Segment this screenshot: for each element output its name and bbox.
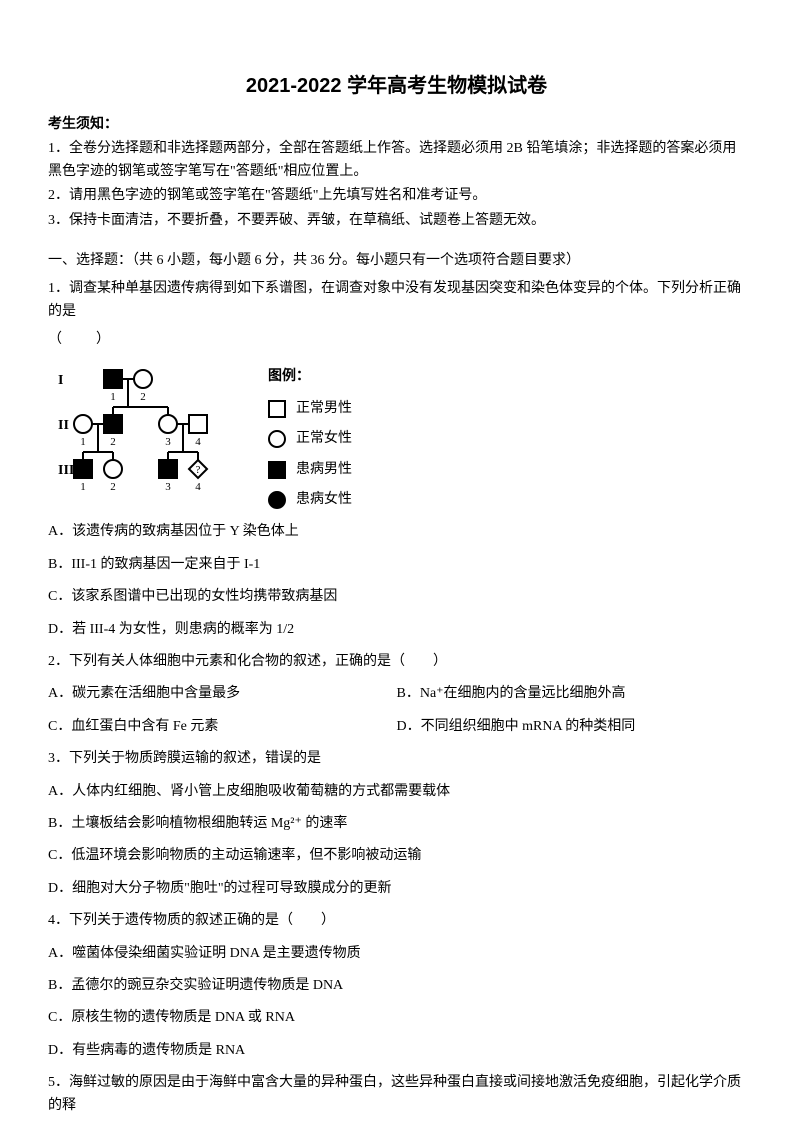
svg-text:2: 2 [110,481,116,492]
q1-option-c: C．该家系图谱中已出现的女性均携带致病基因 [48,586,745,608]
legend-affected-female: 患病女性 [268,489,352,511]
q4-option-a: A．噬菌体侵染细菌实验证明 DNA 是主要遗传物质 [48,943,745,965]
svg-text:3: 3 [165,481,171,492]
instructions-header: 考生须知： [48,114,745,136]
svg-text:1: 1 [80,481,86,492]
q4-option-c: C．原核生物的遗传物质是 DNA 或 RNA [48,1007,745,1029]
instruction-item: 2．请用黑色字迹的钢笔或签字笔在"答题纸"上先填写姓名和准考证号。 [48,185,745,207]
svg-text:2: 2 [140,391,146,403]
page-title: 2021-2022 学年高考生物模拟试卷 [48,70,745,102]
svg-text:1: 1 [110,391,116,403]
svg-text:4: 4 [195,436,201,448]
q3-option-c: C．低温环境会影响物质的主动运输速率，但不影响被动运输 [48,845,745,867]
q5-stem: 5．海鲜过敏的原因是由于海鲜中富含大量的异种蛋白，这些异种蛋白直接或间接地激活免… [48,1072,745,1117]
circle-filled-icon [268,491,286,509]
legend-label: 正常女性 [296,428,352,450]
legend-affected-male: 患病男性 [268,459,352,481]
legend-normal-male: 正常男性 [268,398,352,420]
svg-text:4: 4 [195,481,201,492]
q2-option-d: D．不同组织细胞中 mRNA 的种类相同 [397,716,746,738]
legend-label: 患病女性 [296,489,352,511]
instruction-item: 3．保持卡面清洁，不要折叠，不要弄破、弄皱，在草稿纸、试题卷上答题无效。 [48,210,745,232]
legend-label: 患病男性 [296,459,352,481]
section-intro: 一、选择题：（共 6 小题，每小题 6 分，共 36 分。每小题只有一个选项符合… [48,250,745,272]
pedigree-legend: 图例： 正常男性 正常女性 患病男性 患病女性 [268,362,352,512]
svg-text:?: ? [196,464,201,476]
square-filled-icon [268,461,286,479]
q3-option-d: D．细胞对大分子物质"胞吐"的过程可导致膜成分的更新 [48,878,745,900]
q4-option-b: B．孟德尔的豌豆杂交实验证明遗传物质是 DNA [48,975,745,997]
pedigree-figure: I II III 1 2 1 2 3 4 1 2 [58,362,745,512]
legend-label: 正常男性 [296,398,352,420]
q2-option-a: A．碳元素在活细胞中含量最多 [48,683,397,705]
svg-text:1: 1 [80,436,86,448]
q1-option-b: B．III-1 的致病基因一定来自于 I-1 [48,554,745,576]
instructions-block: 考生须知： 1．全卷分选择题和非选择题两部分，全部在答题纸上作答。选择题必须用 … [48,114,745,232]
q3-option-a: A．人体内红细胞、肾小管上皮细胞吸收葡萄糖的方式都需要载体 [48,781,745,803]
legend-normal-female: 正常女性 [268,428,352,450]
legend-title: 图例： [268,366,352,388]
q1-stem: 1．调查某种单基因遗传病得到如下系谱图，在调查对象中没有发现基因突变和染色体变异… [48,278,745,323]
q1-option-a: A．该遗传病的致病基因位于 Y 染色体上 [48,521,745,543]
svg-text:I: I [58,373,63,388]
svg-text:III: III [58,463,74,478]
q1-paren: （ ） [48,329,745,351]
q2-option-b: B．Na⁺在细胞内的含量远比细胞外高 [397,683,746,705]
q2-option-c: C．血红蛋白中含有 Fe 元素 [48,716,397,738]
q1-option-d: D．若 III-4 为女性，则患病的概率为 1/2 [48,619,745,641]
svg-text:3: 3 [165,436,171,448]
q2-stem: 2．下列有关人体细胞中元素和化合物的叙述，正确的是（ ） [48,651,745,673]
circle-icon [268,430,286,448]
svg-text:2: 2 [110,436,116,448]
pedigree-svg: I II III 1 2 1 2 3 4 1 2 [58,362,228,492]
svg-text:II: II [58,418,69,433]
q4-stem: 4．下列关于遗传物质的叙述正确的是（ ） [48,910,745,932]
q3-option-b: B．土壤板结会影响植物根细胞转运 Mg²⁺ 的速率 [48,813,745,835]
q4-option-d: D．有些病毒的遗传物质是 RNA [48,1040,745,1062]
instruction-item: 1．全卷分选择题和非选择题两部分，全部在答题纸上作答。选择题必须用 2B 铅笔填… [48,138,745,183]
square-icon [268,400,286,418]
q3-stem: 3．下列关于物质跨膜运输的叙述，错误的是 [48,748,745,770]
